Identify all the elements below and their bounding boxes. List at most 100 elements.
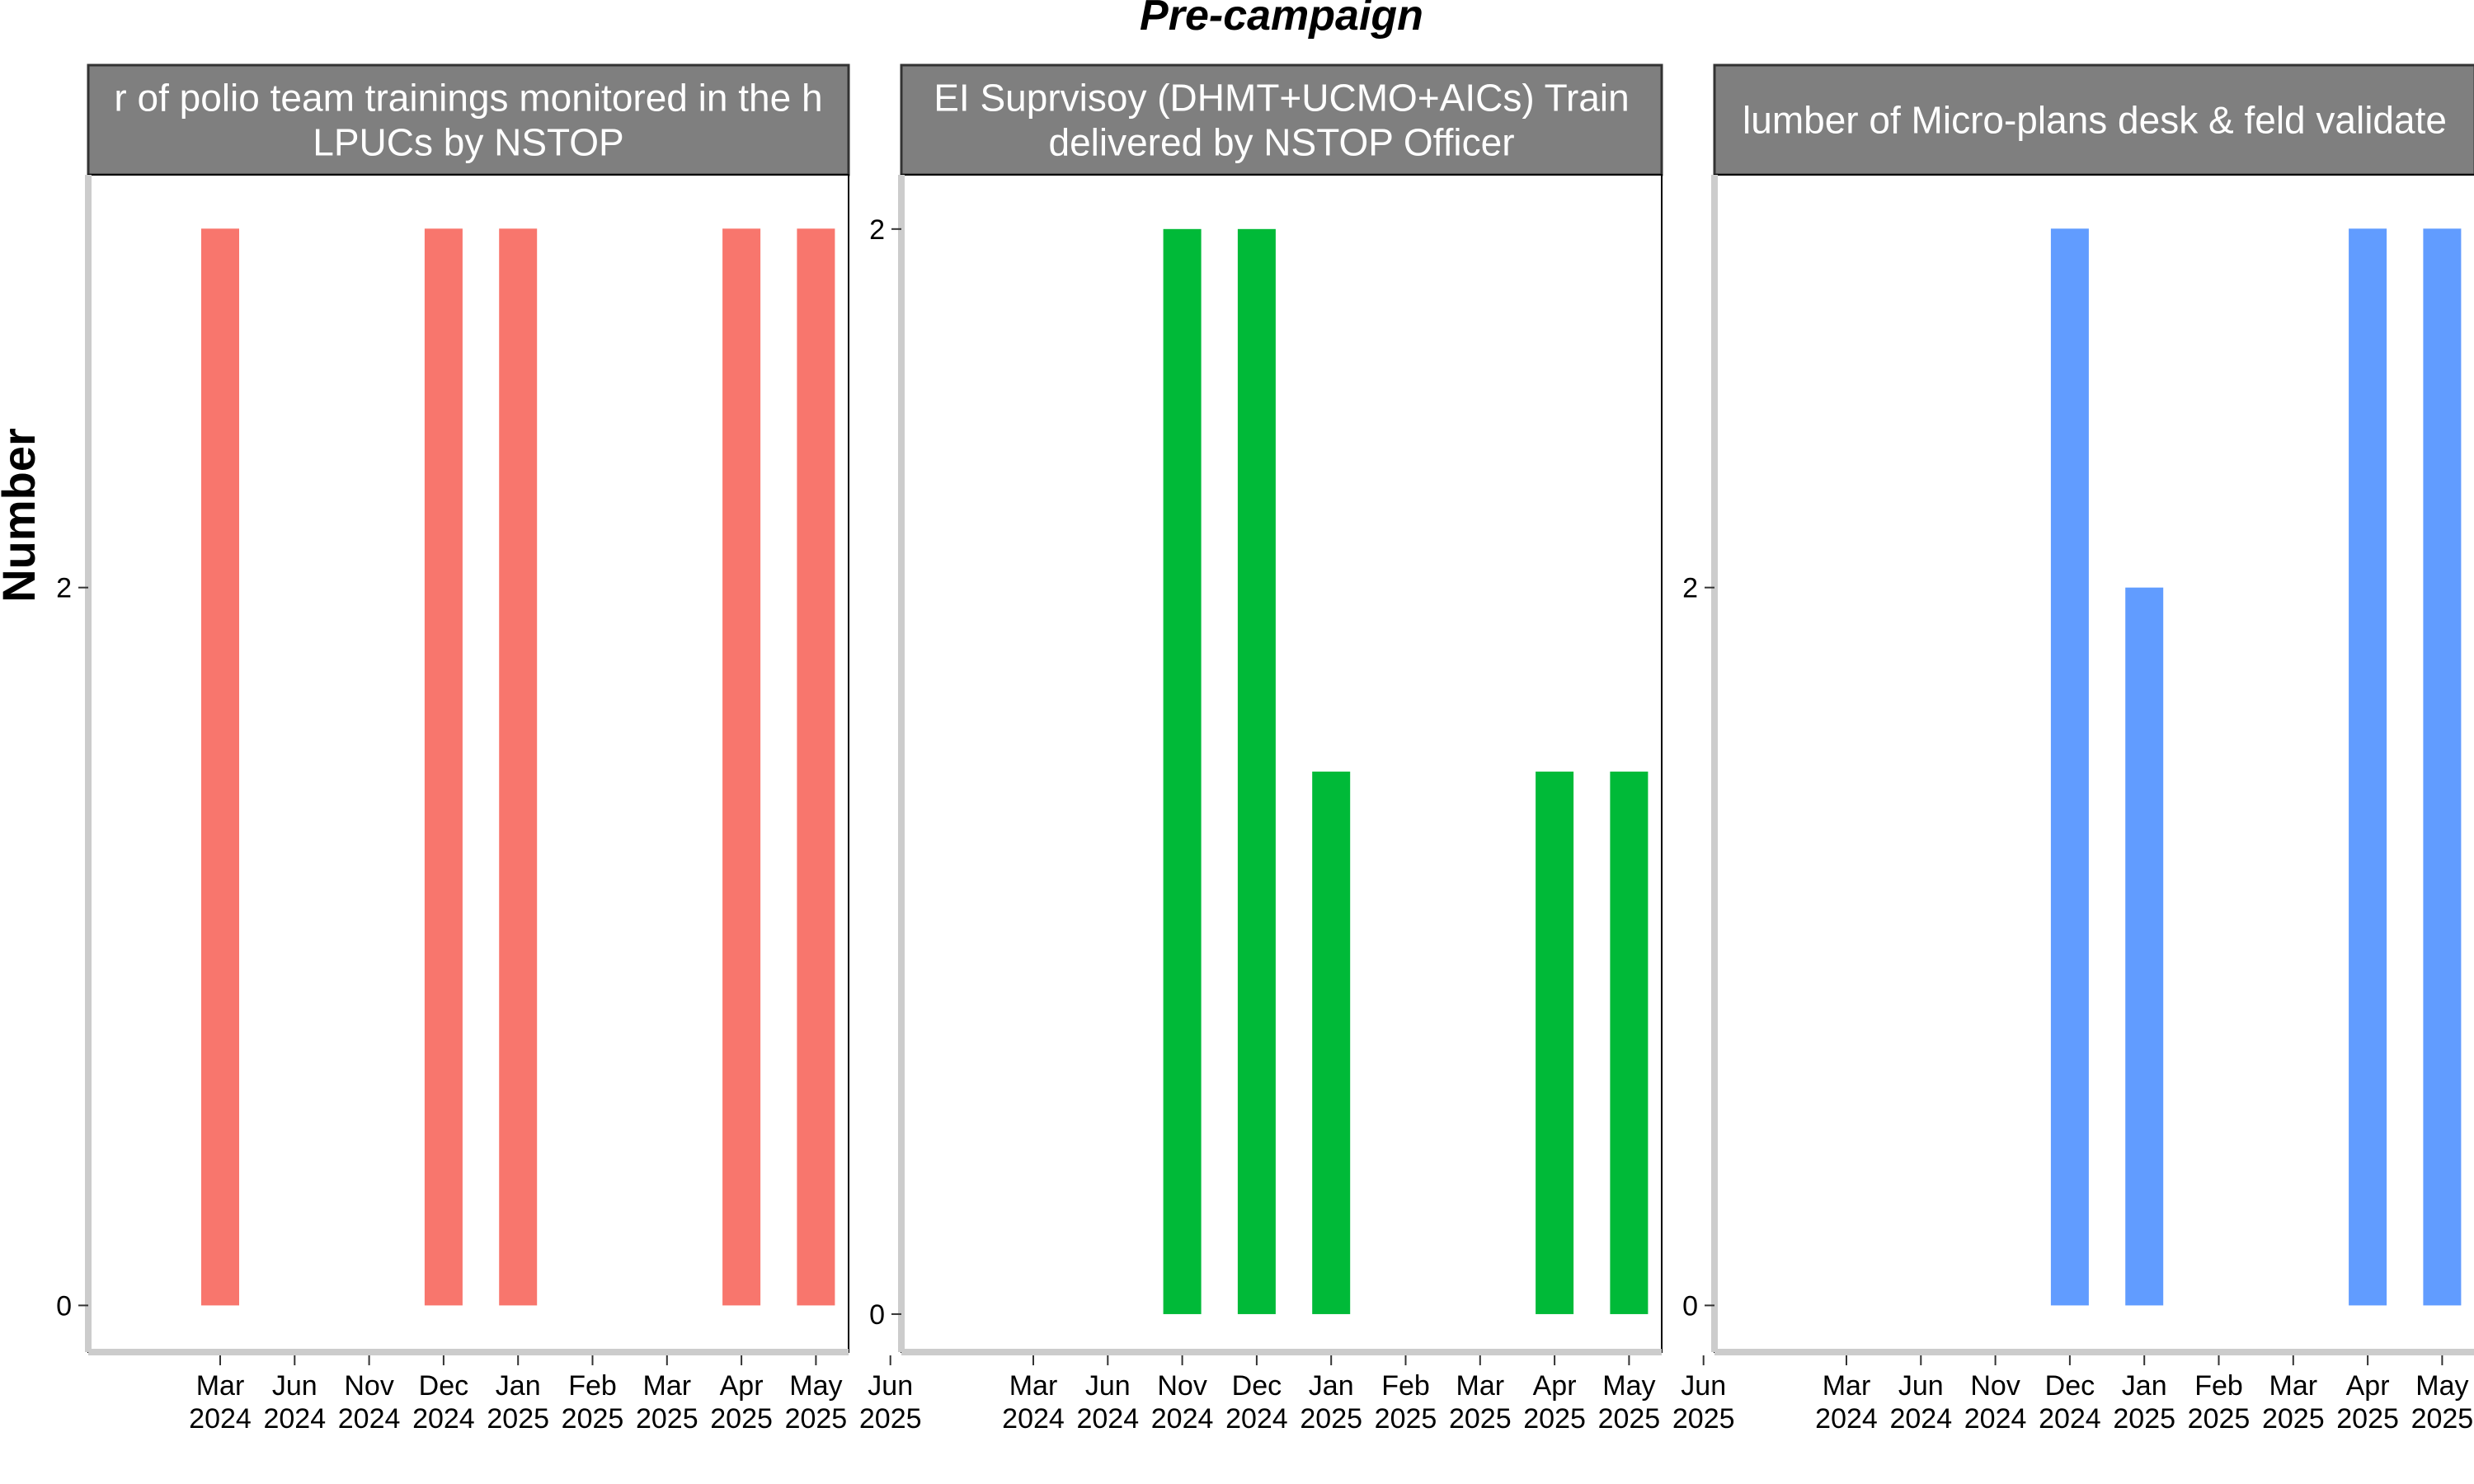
x-tick-label: Nov 2024 xyxy=(338,1370,401,1435)
x-tick-year: 2024 xyxy=(1889,1403,1952,1435)
x-tick-month: May xyxy=(789,1370,842,1402)
facet-strip-title: r of polio team trainings monitored in t… xyxy=(114,77,822,164)
panel-3: lumber of Micro-plans desk & feld valida… xyxy=(1682,63,2474,1435)
x-tick-year: 2025 xyxy=(1672,1403,1735,1435)
x-tick-label: Apr 2025 xyxy=(2336,1370,2399,1435)
x-tick-month: Mar xyxy=(196,1370,245,1402)
x-tick-month: Jan xyxy=(2122,1370,2167,1402)
panels: r of polio team trainings monitored in t… xyxy=(56,63,2474,1435)
facet-strip xyxy=(87,63,850,176)
x-tick-month: May xyxy=(1602,1370,1655,1402)
x-tick-label: Dec 2024 xyxy=(2039,1370,2101,1435)
x-tick-label: Apr 2025 xyxy=(1523,1370,1586,1435)
bar xyxy=(722,228,761,1306)
panel-1: r of polio team trainings monitored in t… xyxy=(56,63,922,1435)
x-tick-year: 2024 xyxy=(1815,1403,1878,1435)
x-tick-label: Mar 2024 xyxy=(1002,1370,1065,1435)
x-tick-label: Dec 2024 xyxy=(1225,1370,1288,1435)
x-tick-year: 2025 xyxy=(2411,1403,2474,1435)
panel-background xyxy=(901,174,1663,1353)
x-tick-year: 2025 xyxy=(1523,1403,1586,1435)
x-tick-year: 2024 xyxy=(189,1403,252,1435)
x-tick-month: Apr xyxy=(720,1370,764,1402)
x-tick-month: Nov xyxy=(344,1370,393,1402)
x-tick-label: Feb 2025 xyxy=(562,1370,624,1435)
facet-strip-line: lumber of Micro-plans desk & feld valida… xyxy=(1743,99,2447,142)
x-tick-month: Mar xyxy=(2269,1370,2318,1402)
bar xyxy=(1237,228,1276,1314)
x-tick-label: Jun 2024 xyxy=(1076,1370,1139,1435)
bar xyxy=(499,228,538,1306)
bar xyxy=(2050,228,2089,1306)
x-tick-label: Mar 2024 xyxy=(189,1370,252,1435)
x-tick-label: Mar 2025 xyxy=(1449,1370,1512,1435)
x-tick-month: Mar xyxy=(1456,1370,1505,1402)
x-tick-month: Jun xyxy=(1898,1370,1944,1402)
x-tick-label: Mar 2024 xyxy=(1815,1370,1878,1435)
x-tick-month: Mar xyxy=(1823,1370,1871,1402)
x-tick-label: Apr 2025 xyxy=(710,1370,773,1435)
x-tick-year: 2024 xyxy=(263,1403,326,1435)
x-tick-year: 2025 xyxy=(2188,1403,2251,1435)
x-tick-label: Nov 2024 xyxy=(1151,1370,1214,1435)
x-tick-year: 2024 xyxy=(338,1403,401,1435)
x-tick-month: Apr xyxy=(1533,1370,1577,1402)
bar xyxy=(2423,228,2462,1306)
y-axis-label: Number xyxy=(0,428,45,603)
facet-strip xyxy=(1713,63,2474,176)
bar xyxy=(201,228,239,1306)
x-tick-year: 2025 xyxy=(785,1403,848,1435)
facet-strip-line: delivered by NSTOP Officer xyxy=(1048,121,1514,164)
x-tick-label: Jan 2025 xyxy=(1300,1370,1362,1435)
bar xyxy=(797,228,835,1306)
x-tick-month: Jun xyxy=(1681,1370,1726,1402)
x-tick-label: Mar 2025 xyxy=(636,1370,698,1435)
bar xyxy=(1610,771,1649,1314)
x-tick-year: 2024 xyxy=(1964,1403,2027,1435)
chart-title: Pre-campaign xyxy=(1140,0,1423,40)
x-tick-year: 2024 xyxy=(1076,1403,1139,1435)
bar xyxy=(1312,771,1351,1314)
x-tick-month: Jun xyxy=(1085,1370,1131,1402)
x-tick-month: Jan xyxy=(496,1370,541,1402)
x-tick-label: Jun 2025 xyxy=(859,1370,922,1435)
x-tick-year: 2025 xyxy=(1449,1403,1512,1435)
x-tick-year: 2025 xyxy=(487,1403,549,1435)
x-tick-month: Nov xyxy=(1157,1370,1206,1402)
x-tick-month: May xyxy=(2415,1370,2468,1402)
facet-strip-line: EI Suprvisoy (DHMT+UCMO+AICs) Train xyxy=(934,77,1629,120)
bar xyxy=(1536,771,1574,1314)
x-tick-label: Feb 2025 xyxy=(1375,1370,1437,1435)
bar xyxy=(2349,228,2387,1306)
x-tick-year: 2025 xyxy=(636,1403,698,1435)
y-tick-label: 0 xyxy=(869,1299,885,1331)
x-tick-year: 2025 xyxy=(1375,1403,1437,1435)
bar xyxy=(424,228,463,1306)
x-tick-year: 2024 xyxy=(1002,1403,1065,1435)
x-tick-year: 2025 xyxy=(1300,1403,1362,1435)
facet-strip xyxy=(900,63,1663,176)
x-tick-month: Dec xyxy=(419,1370,468,1402)
x-tick-year: 2025 xyxy=(710,1403,773,1435)
x-tick-year: 2025 xyxy=(859,1403,922,1435)
x-tick-year: 2025 xyxy=(1598,1403,1661,1435)
x-tick-year: 2025 xyxy=(2336,1403,2399,1435)
x-tick-year: 2025 xyxy=(2113,1403,2175,1435)
x-tick-year: 2025 xyxy=(2262,1403,2325,1435)
x-tick-month: Jun xyxy=(272,1370,317,1402)
panel-background xyxy=(1714,174,2474,1353)
y-tick-label: 2 xyxy=(56,573,72,604)
facet-strip-title: EI Suprvisoy (DHMT+UCMO+AICs) Train deliv… xyxy=(934,77,1629,164)
x-tick-month: Mar xyxy=(1009,1370,1058,1402)
x-tick-month: Feb xyxy=(2194,1370,2243,1402)
x-tick-year: 2024 xyxy=(1151,1403,1214,1435)
x-tick-label: Jun 2024 xyxy=(263,1370,326,1435)
x-tick-label: Dec 2024 xyxy=(412,1370,475,1435)
x-tick-label: May 2025 xyxy=(785,1370,848,1435)
x-tick-year: 2024 xyxy=(1225,1403,1288,1435)
x-tick-label: Jun 2025 xyxy=(1672,1370,1735,1435)
bar xyxy=(1163,228,1202,1314)
x-tick-month: Feb xyxy=(568,1370,617,1402)
facet-strip-line: LPUCs by NSTOP xyxy=(313,121,623,164)
